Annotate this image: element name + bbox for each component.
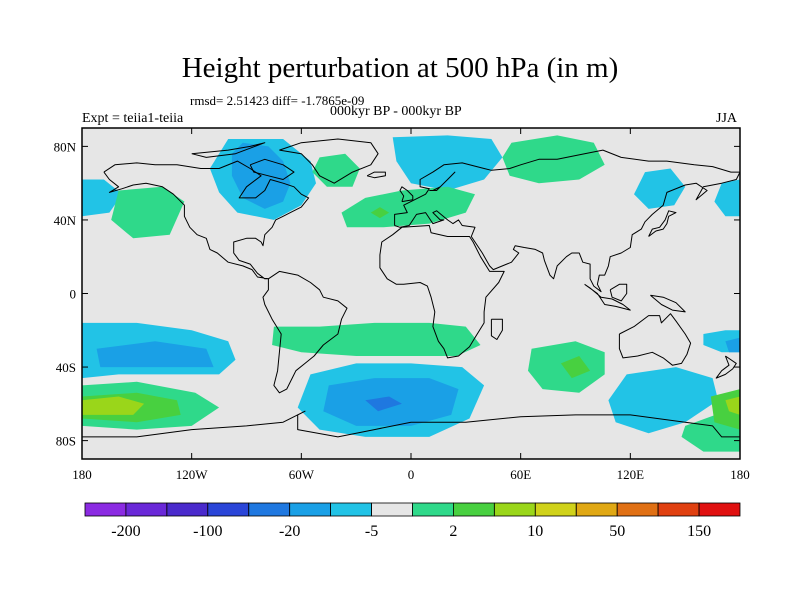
coastline-antarctica-peninsula: [82, 410, 740, 438]
field-europe-bright-green: [370, 207, 390, 219]
experiment-label: Expt = teiia1-teiia: [82, 111, 184, 126]
lon-tick-label: 180: [730, 467, 750, 482]
coastlines: [82, 138, 740, 438]
lon-tick-label: 60E: [510, 467, 531, 482]
lon-tick-label: 180: [72, 467, 92, 482]
colorbar-label: -5: [365, 523, 378, 540]
lat-tick-label: 40S: [56, 360, 76, 375]
colorbar-label: -100: [193, 523, 222, 540]
field-south-atlantic-green: [272, 322, 481, 356]
coastline-baffin: [249, 158, 295, 180]
colorbar-swatch: [207, 502, 250, 517]
field-north-pacific-cyan: [82, 179, 123, 217]
coastline-new-zealand: [715, 355, 737, 379]
coastline-borneo: [609, 283, 628, 302]
coastline-eurasia: [394, 149, 740, 293]
colorbar-swatch: [125, 502, 168, 517]
coastline-south-america: [262, 270, 348, 394]
coastline-africa: [379, 225, 505, 359]
coastline-new-guinea: [650, 294, 686, 313]
colorbar-swatch: [330, 502, 372, 517]
field-southeast-pacific-yellow-green: [725, 396, 740, 415]
colorbar-swatch: [371, 502, 413, 517]
lon-tick-label: 120E: [617, 467, 645, 482]
colorbar-label: -200: [111, 523, 140, 540]
colorbar-swatch: [575, 502, 618, 517]
contour-fields: [82, 135, 740, 452]
field-southwest-pacific-yellow-green: [82, 396, 145, 415]
field-north-pacific-green: [111, 186, 185, 239]
field-southern-ocean-deep-blue: [365, 396, 402, 412]
stats-label: rmsd= 2.51423 diff= -1.7865e-09: [190, 93, 365, 108]
colorbar-swatch: [452, 502, 495, 517]
colorbar-swatch: [534, 502, 577, 517]
coastline-iceland: [366, 171, 386, 179]
coastline-indonesia: [584, 283, 631, 311]
field-europe-green: [341, 186, 475, 228]
colorbar-swatch: [248, 502, 291, 517]
colorbar-swatch: [166, 502, 209, 517]
field-dateline-east-cyan: [714, 179, 740, 217]
lat-tick-label: 80S: [56, 434, 76, 449]
coastline-britain: [399, 186, 414, 203]
colorbar-swatch: [657, 502, 700, 517]
coastline-scandinavia-inner: [429, 171, 456, 191]
colorbar-label: 2: [449, 523, 457, 540]
axis-ticks: 80N 40N 0 40S 80S 180 120W 60W 0 60E 120E 180: [54, 128, 750, 482]
colorbar: -200 -100 -20 -5 2 10 50 150: [84, 502, 741, 540]
colorbar-swatch: [698, 502, 741, 517]
field-indian-ocean-bright-green: [560, 356, 591, 379]
lon-tick-label: 120W: [176, 467, 209, 482]
coastline-greenland: [279, 138, 379, 184]
map-title: Height perturbation at 500 hPa (in m): [181, 52, 619, 84]
colorbar-swatch: [616, 502, 659, 517]
season-label: JJA: [716, 111, 738, 126]
field-eurasia-arctic-cyan: [392, 135, 503, 191]
coastline-madagascar: [490, 318, 503, 340]
colorbar-swatch: [493, 502, 536, 517]
field-east-asia-cyan: [634, 168, 686, 209]
colorbar-label: -20: [279, 523, 300, 540]
colorbar-label: 50: [609, 523, 625, 540]
coastline-japan: [648, 210, 677, 237]
colorbar-swatch: [412, 502, 454, 517]
lon-tick-label: 60W: [289, 467, 315, 482]
coastline-arctic-islands: [191, 142, 266, 158]
coastline-australia: [618, 313, 692, 366]
field-australia-south-cyan: [608, 367, 719, 434]
lat-tick-label: 0: [70, 287, 77, 302]
period-label: 000kyr BP - 000kyr BP: [330, 104, 462, 119]
colorbar-swatch: [84, 502, 127, 517]
lon-tick-label: 0: [408, 467, 415, 482]
colorbar-swatch: [289, 502, 332, 517]
field-tasman-blue: [725, 337, 740, 353]
field-south-pacific-blue: [96, 341, 214, 368]
lat-tick-label: 80N: [54, 139, 77, 154]
lat-tick-label: 40N: [54, 213, 77, 228]
colorbar-label: 10: [527, 523, 543, 540]
colorbar-label: 150: [687, 523, 711, 540]
coastline-north-america: [103, 160, 310, 280]
